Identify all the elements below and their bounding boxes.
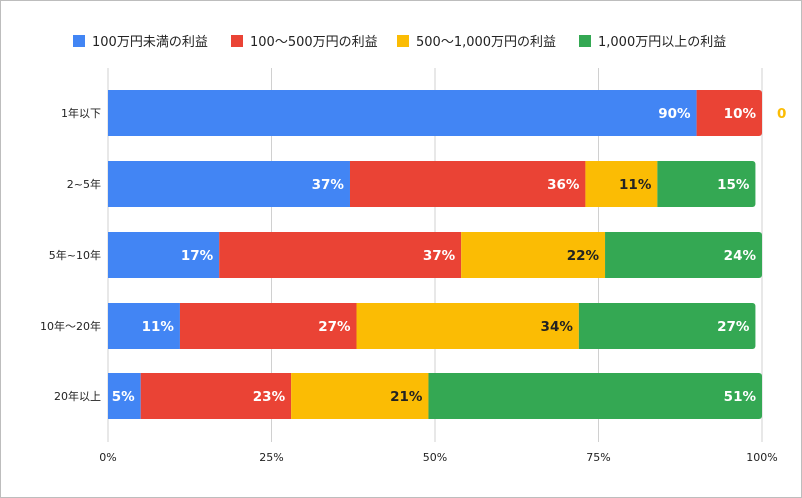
data-label: 27% [318,319,351,335]
data-label: 90% [658,106,691,122]
bar-segment [291,373,429,419]
data-label: 22% [567,248,600,264]
category-label: 2~5年 [67,177,101,191]
tick-label: 100% [746,451,777,464]
data-label: 36% [547,177,580,193]
bar-segment [219,232,462,278]
legend: 100万円未満の利益 100〜500万円の利益 500〜1,000万円の利益 1,00… [73,35,726,50]
bar-segment [605,232,762,278]
data-label: 0 [777,106,786,122]
data-label: 15% [717,177,750,193]
tick-label: 0% [99,451,116,464]
bar-segment [108,161,350,207]
legend-swatch [231,35,243,47]
data-label: 17% [181,248,214,264]
legend-label: 1,000万円以上の利益 [598,35,726,50]
data-labels: 90% 10% 0 37% 36% 11% 15% 17% 37% 22% 24% 11% 27% 34%… [112,106,787,405]
tick-label: 50% [423,451,447,464]
legend-label: 500〜1,000万円の利益 [416,35,556,50]
legend-swatch [73,35,85,47]
category-axis: 1年以下 2~5年 5年~10年 10年〜20年 20年以上 [40,106,101,403]
data-label: 23% [253,389,286,405]
data-label: 5% [112,389,135,405]
legend-swatch [397,35,409,47]
data-label: 34% [541,319,574,335]
bar-segment [428,373,762,419]
bar-segment [140,373,292,419]
tick-label: 75% [586,451,610,464]
bar-segment [657,161,756,207]
data-label: 24% [724,248,757,264]
bar-segment [349,161,586,207]
bar-segment [179,303,357,349]
data-label: 27% [717,319,750,335]
tick-label: 25% [259,451,283,464]
bar-segment [356,303,579,349]
bar-segment [108,232,220,278]
data-label: 37% [423,248,456,264]
bar-segment [696,90,762,136]
data-label: 37% [312,177,345,193]
category-label: 10年〜20年 [40,319,101,333]
bar-segment [108,90,697,136]
category-label: 1年以下 [61,106,101,120]
bars [108,90,762,419]
data-label: 11% [619,177,652,193]
data-label: 51% [724,389,757,405]
data-label: 21% [390,389,423,405]
category-label: 5年~10年 [49,248,101,262]
bar-segment [578,303,756,349]
legend-swatch [579,35,591,47]
bar-segment [461,232,606,278]
legend-label: 100万円未満の利益 [92,35,208,50]
bar-segment [585,161,658,207]
data-label: 11% [142,319,175,335]
legend-label: 100〜500万円の利益 [250,35,378,50]
category-label: 20年以上 [54,389,101,403]
bar-segment [108,373,141,419]
value-axis: 0% 25% 50% 75% 100% [99,451,777,464]
data-label: 10% [724,106,757,122]
bar-segment [108,303,180,349]
